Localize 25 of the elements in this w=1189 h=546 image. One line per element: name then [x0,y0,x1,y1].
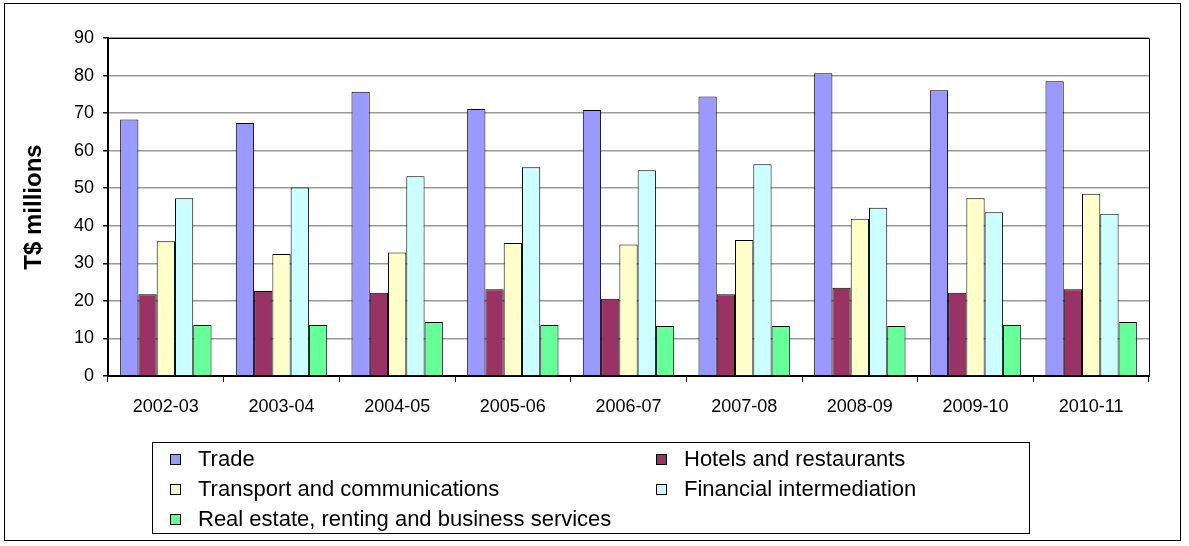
x-tick-label: 2009-10 [942,395,1009,416]
x-tick-label: 2008-09 [826,395,893,416]
x-tick-label: 2006-07 [595,395,662,416]
y-tick-label: 50 [73,177,94,198]
y-tick-label: 40 [73,214,94,235]
y-tick-label: 70 [73,102,94,123]
y-tick-label: 10 [73,327,94,348]
y-tick-label: 60 [73,139,94,160]
x-tick-label: 2007-08 [711,395,778,416]
x-tick-label: 2005-06 [479,395,546,416]
legend-label: Hotels and restaurants [684,446,906,472]
x-tick-label: 2010-11 [1058,395,1124,416]
legend-label: Real estate, renting and business services [198,506,612,532]
legend-label: Financial intermediation [684,476,917,502]
y-axis-title: T$ millions [19,144,47,270]
x-tick-label: 2003-04 [248,395,315,416]
y-tick-label: 0 [83,364,94,385]
x-tick-label: 2002-03 [132,395,199,416]
legend-label: Trade [198,446,255,472]
y-tick-label: 80 [73,64,94,85]
y-tick-label: 90 [73,26,94,47]
y-tick-label: 20 [73,289,94,310]
x-tick-label: 2004-05 [364,395,431,416]
y-tick-label: 30 [73,252,94,273]
legend-label: Transport and communications [198,476,500,502]
